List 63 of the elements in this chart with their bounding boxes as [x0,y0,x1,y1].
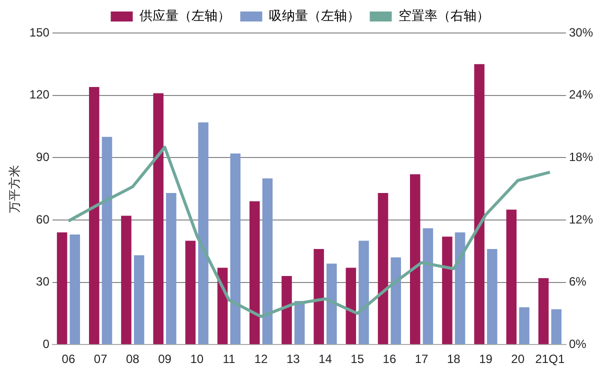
bar [153,93,164,344]
x-tick-label: 09 [158,352,172,366]
y-tick-label: 150 [29,25,50,40]
y2-tick-label: 30% [568,25,594,40]
bar [198,122,208,344]
bar [519,307,530,344]
x-tick-label: 11 [222,352,236,366]
bar [314,249,324,344]
legend-label: 空置率（右轴） [398,8,490,24]
bar [102,136,112,344]
y-axis-title: 万平方米 [8,164,22,213]
bar [390,257,401,344]
y2-tick-label: 12% [568,212,594,226]
bar [134,255,144,344]
x-tick-label: 07 [94,352,108,366]
bar [551,309,562,344]
y-tick-label: 120 [29,88,50,102]
x-tick-label: 08 [126,352,140,366]
x-tick-label: 06 [62,352,76,366]
bar [166,192,176,344]
bar [506,210,517,344]
bar [294,300,305,344]
legend-label: 供应量（左轴） [139,8,230,24]
x-tick-label: 16 [382,352,396,366]
bar [282,276,292,344]
bar [474,64,484,344]
legend-label: 吸纳量（左轴） [268,8,360,24]
y-tick-label: 0 [42,336,50,351]
x-tick-label: 12 [254,352,268,366]
bar [326,264,337,344]
bar [230,153,241,344]
x-tick-label: 19 [479,352,493,366]
y2-tick-label: 24% [568,88,594,102]
x-tick-label: 18 [446,352,461,366]
bar [454,232,466,344]
x-tick-label: 10 [190,352,204,366]
y-tick-label: 30 [36,274,50,289]
y2-tick-label: 0% [568,336,587,351]
x-tick-label: 13 [286,352,300,366]
bar [358,240,369,344]
bar [410,174,420,344]
bar [422,228,434,344]
y2-tick-label: 18% [568,150,594,164]
x-tick-label: 15 [350,352,364,366]
x-tick-label: 20 [511,352,525,366]
x-tick-label: 17 [414,352,429,366]
y-tick-label: 60 [36,212,50,226]
bar [250,201,260,344]
bar [346,268,356,344]
bar [487,249,498,344]
x-tick-label: 21Q1 [535,352,565,366]
bar [538,278,549,344]
y-tick-label: 90 [36,150,50,164]
y2-tick-label: 6% [568,274,587,289]
bar [378,192,388,344]
bar [56,232,68,344]
bar [121,216,132,344]
bar [89,87,100,344]
bar [70,234,80,344]
bar [185,240,196,344]
bar [442,236,452,344]
x-tick-label: 14 [318,352,332,366]
bar [262,178,273,344]
